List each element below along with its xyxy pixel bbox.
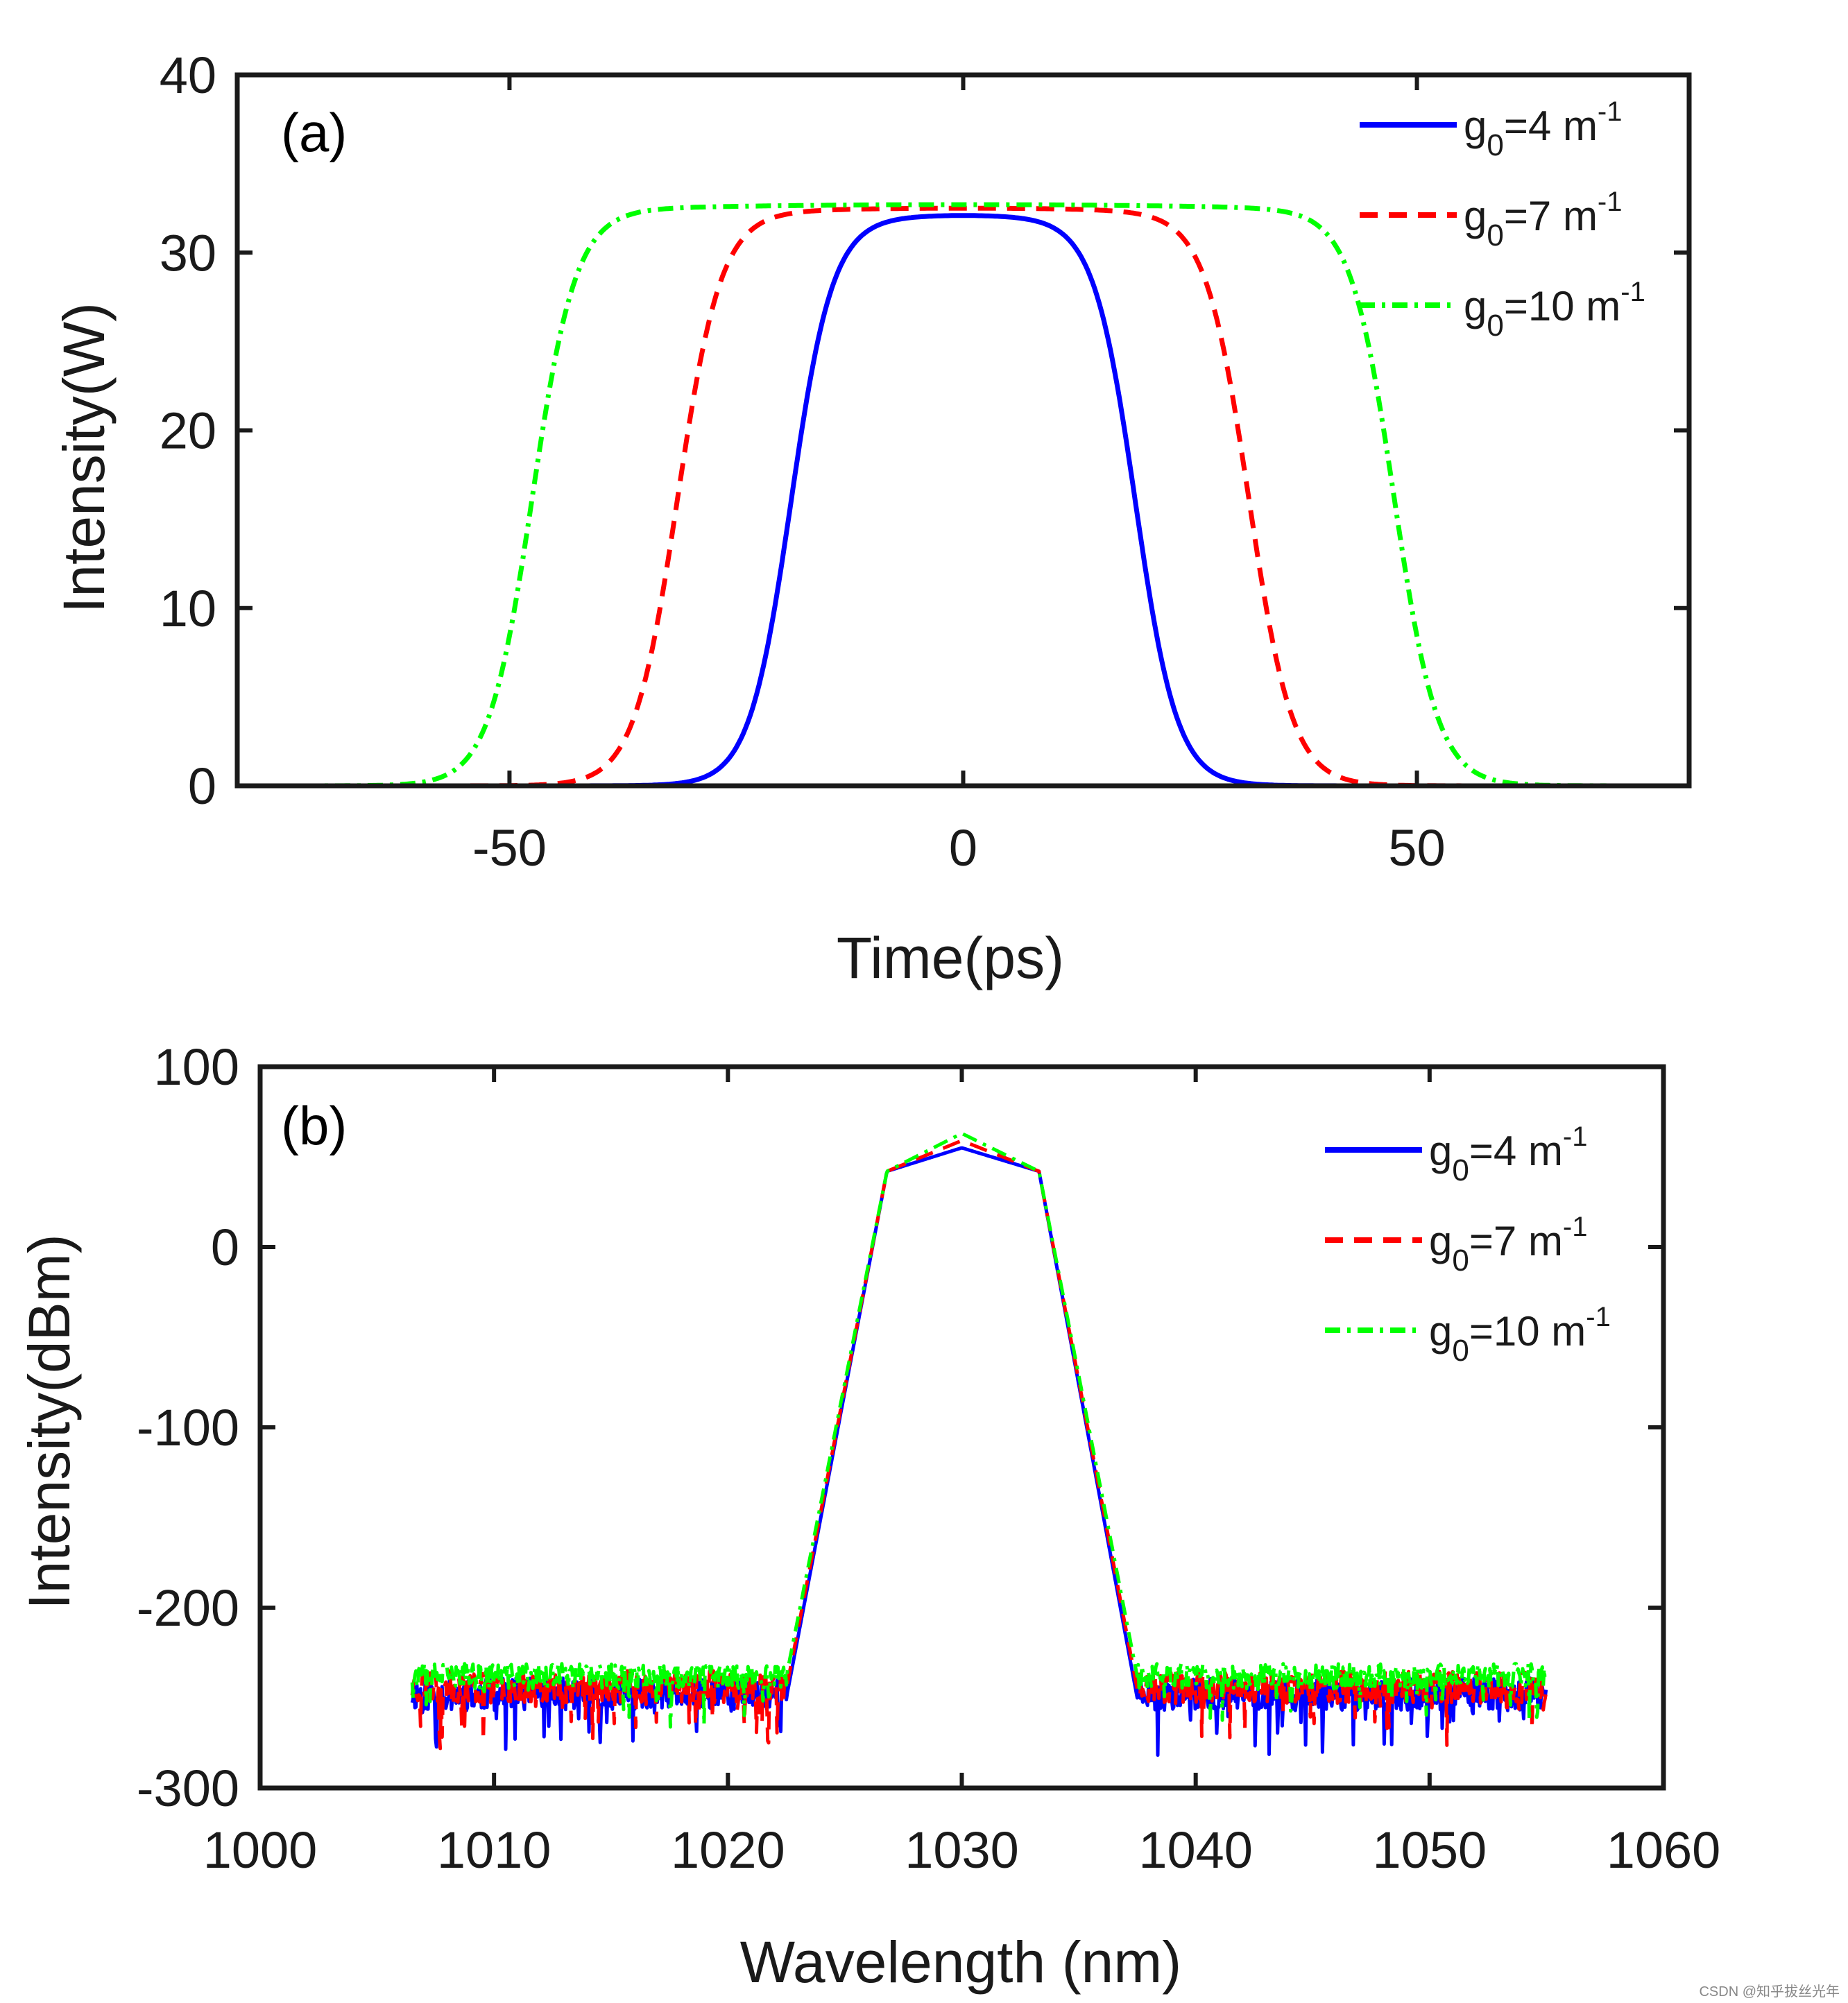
legend-mid: =4 m xyxy=(1504,103,1598,149)
legend-sub: 0 xyxy=(1487,128,1503,162)
panel-b-label: (b) xyxy=(281,1095,347,1156)
panel-b-series-group xyxy=(410,1132,1548,1757)
legend-entry: g0=10 m-1 xyxy=(1464,277,1645,343)
panel-a-ticks: -50 0 50 0 10 20 30 40 xyxy=(160,46,1689,877)
legend-entry: g0=4 m-1 xyxy=(1464,96,1623,162)
panel-a-x-axis-title: Time(ps) xyxy=(837,925,1064,990)
legend-sub: 0 xyxy=(1452,1244,1469,1278)
legend-base: g xyxy=(1429,1128,1452,1174)
panel-b-x-axis-title: Wavelength (nm) xyxy=(740,1929,1181,1995)
series-line xyxy=(237,202,1690,789)
legend-sup: -1 xyxy=(1586,1302,1611,1332)
panel-b-spectrum-chart: 1000 1010 1020 1030 1040 1050 1060-300-200-100… xyxy=(17,1038,1720,1995)
x-tick-label: 1060 xyxy=(1607,1821,1721,1879)
panel-b-ticks: 1000 1010 1020 1030 1040 1050 1060-300-200-100… xyxy=(137,1038,1720,1879)
legend-entry: g0=10 m-1 xyxy=(1429,1302,1611,1368)
legend-base: g xyxy=(1464,103,1487,149)
legend-mid: =7 m xyxy=(1504,193,1598,239)
y-tick-label: 20 xyxy=(160,402,216,460)
legend-sub: 0 xyxy=(1487,218,1503,252)
legend-sup: -1 xyxy=(1620,277,1645,307)
legend-mid: =4 m xyxy=(1469,1128,1563,1174)
legend-base: g xyxy=(1464,283,1487,329)
x-tick-label: 1010 xyxy=(437,1821,551,1879)
y-tick-label: 30 xyxy=(160,224,216,282)
legend-entry: g0=4 m-1 xyxy=(1429,1121,1588,1187)
legend-sup: -1 xyxy=(1563,1121,1588,1152)
x-tick-label: 1040 xyxy=(1138,1821,1253,1879)
legend-sub: 0 xyxy=(1487,309,1503,343)
y-tick-label: -300 xyxy=(137,1760,239,1817)
legend-entry: g0=7 m-1 xyxy=(1429,1212,1588,1278)
x-tick-label: 1020 xyxy=(671,1821,785,1879)
legend-mid: =7 m xyxy=(1469,1218,1563,1264)
legend-sup: -1 xyxy=(1598,96,1623,127)
legend-base: g xyxy=(1429,1218,1452,1264)
x-tick-label: 50 xyxy=(1388,819,1445,877)
panel-a-time-chart: -50 0 50 0 10 20 30 40 (a) Time(ps) Intensity(W… xyxy=(51,46,1692,990)
y-tick-label: -200 xyxy=(137,1579,239,1637)
legend-sub: 0 xyxy=(1452,1153,1469,1187)
panel-a-legend: g0=4 m-1g0=7 m-1g0=10 m-1 xyxy=(1360,96,1645,343)
x-tick-label: 1000 xyxy=(203,1821,318,1879)
legend-entry: g0=7 m-1 xyxy=(1464,187,1623,252)
y-tick-label: 0 xyxy=(188,757,216,815)
legend-mid: =10 m xyxy=(1469,1308,1586,1355)
legend-sup: -1 xyxy=(1563,1212,1588,1242)
legend-sup: -1 xyxy=(1598,187,1623,217)
panel-a-label: (a) xyxy=(281,102,347,163)
x-tick-label: 0 xyxy=(949,819,977,877)
watermark: CSDN @知乎拔丝光年 xyxy=(1699,1984,1840,2000)
series-line xyxy=(410,1146,1548,1757)
series-line xyxy=(410,1132,1547,1729)
y-tick-label: -100 xyxy=(137,1399,239,1456)
legend-mid: =10 m xyxy=(1504,283,1620,329)
y-tick-label: 100 xyxy=(154,1038,239,1096)
legend-base: g xyxy=(1429,1308,1452,1355)
y-tick-label: 40 xyxy=(160,46,216,104)
x-tick-label: 1030 xyxy=(905,1821,1019,1879)
y-tick-label: 10 xyxy=(160,580,216,637)
x-tick-label: 1050 xyxy=(1373,1821,1487,1879)
legend-base: g xyxy=(1464,193,1487,239)
legend-sub: 0 xyxy=(1452,1334,1469,1368)
panel-a-y-axis-title: Intensity(W) xyxy=(51,302,117,613)
panel-b-legend: g0=4 m-1g0=7 m-1g0=10 m-1 xyxy=(1325,1121,1611,1368)
y-tick-label: 0 xyxy=(211,1219,239,1276)
x-tick-label: -50 xyxy=(472,819,547,877)
panel-b-y-axis-title: Intensity(dBm) xyxy=(17,1234,82,1610)
